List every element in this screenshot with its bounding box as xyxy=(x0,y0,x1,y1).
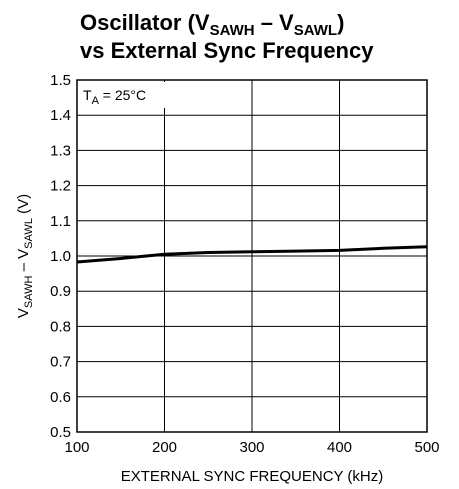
ylabel-sub2: SAWL xyxy=(23,218,35,249)
x-tick-label: 200 xyxy=(152,439,177,456)
y-axis-label: VSAWH – VSAWL (V) xyxy=(15,194,35,318)
x-tick-label: 400 xyxy=(327,439,352,456)
ylabel-sub1: SAWH xyxy=(23,275,35,308)
chart-title-line2: vs External Sync Frequency xyxy=(80,38,374,63)
y-tick-label: 1.5 xyxy=(50,72,71,89)
ylabel-mid: – V xyxy=(15,249,32,276)
y-tick-label: 0.7 xyxy=(50,354,71,371)
annotation-sub: A xyxy=(92,95,100,107)
y-tick-label: 0.5 xyxy=(50,424,71,441)
y-tick-labels: 0.5 0.6 0.7 0.8 0.9 1.0 1.1 1.2 1.3 1.4 1.5 xyxy=(50,72,71,441)
y-tick-label: 1.2 xyxy=(50,178,71,195)
ylabel-end: (V) xyxy=(15,194,32,218)
y-tick-label: 1.1 xyxy=(50,213,71,230)
title-sub2: SAWL xyxy=(294,22,337,39)
y-tick-label: 1.4 xyxy=(50,107,71,124)
y-tick-label: 0.6 xyxy=(50,389,71,406)
y-tick-label: 1.0 xyxy=(50,248,71,265)
chart-title-line1: Oscillator (VSAWH – VSAWL) xyxy=(80,10,344,39)
grid-lines xyxy=(76,79,428,433)
series-group xyxy=(76,245,428,264)
annotation-rest: = 25°C xyxy=(99,87,146,103)
ylabel-v1: V xyxy=(15,308,32,318)
y-tick-label: 0.9 xyxy=(50,283,71,300)
series-line-0 xyxy=(76,245,428,264)
title-sub1: SAWH xyxy=(210,22,255,39)
x-axis-label: EXTERNAL SYNC FREQUENCY (kHz) xyxy=(121,468,384,485)
title-mid: – V xyxy=(255,10,294,35)
x-tick-label: 300 xyxy=(239,439,264,456)
y-tick-label: 0.8 xyxy=(50,318,71,335)
y-tick-label: 1.3 xyxy=(50,142,71,159)
title-main: Oscillator (V xyxy=(80,10,210,35)
x-tick-label: 500 xyxy=(414,439,439,456)
x-tick-labels: 100 200 300 400 500 xyxy=(64,439,439,456)
plot-frame xyxy=(76,79,428,433)
annotation-box xyxy=(79,82,167,108)
temperature-annotation: TA = 25°C xyxy=(83,87,146,107)
x-tick-label: 100 xyxy=(64,439,89,456)
title-end: ) xyxy=(337,10,344,35)
annotation-main: T xyxy=(83,87,92,103)
